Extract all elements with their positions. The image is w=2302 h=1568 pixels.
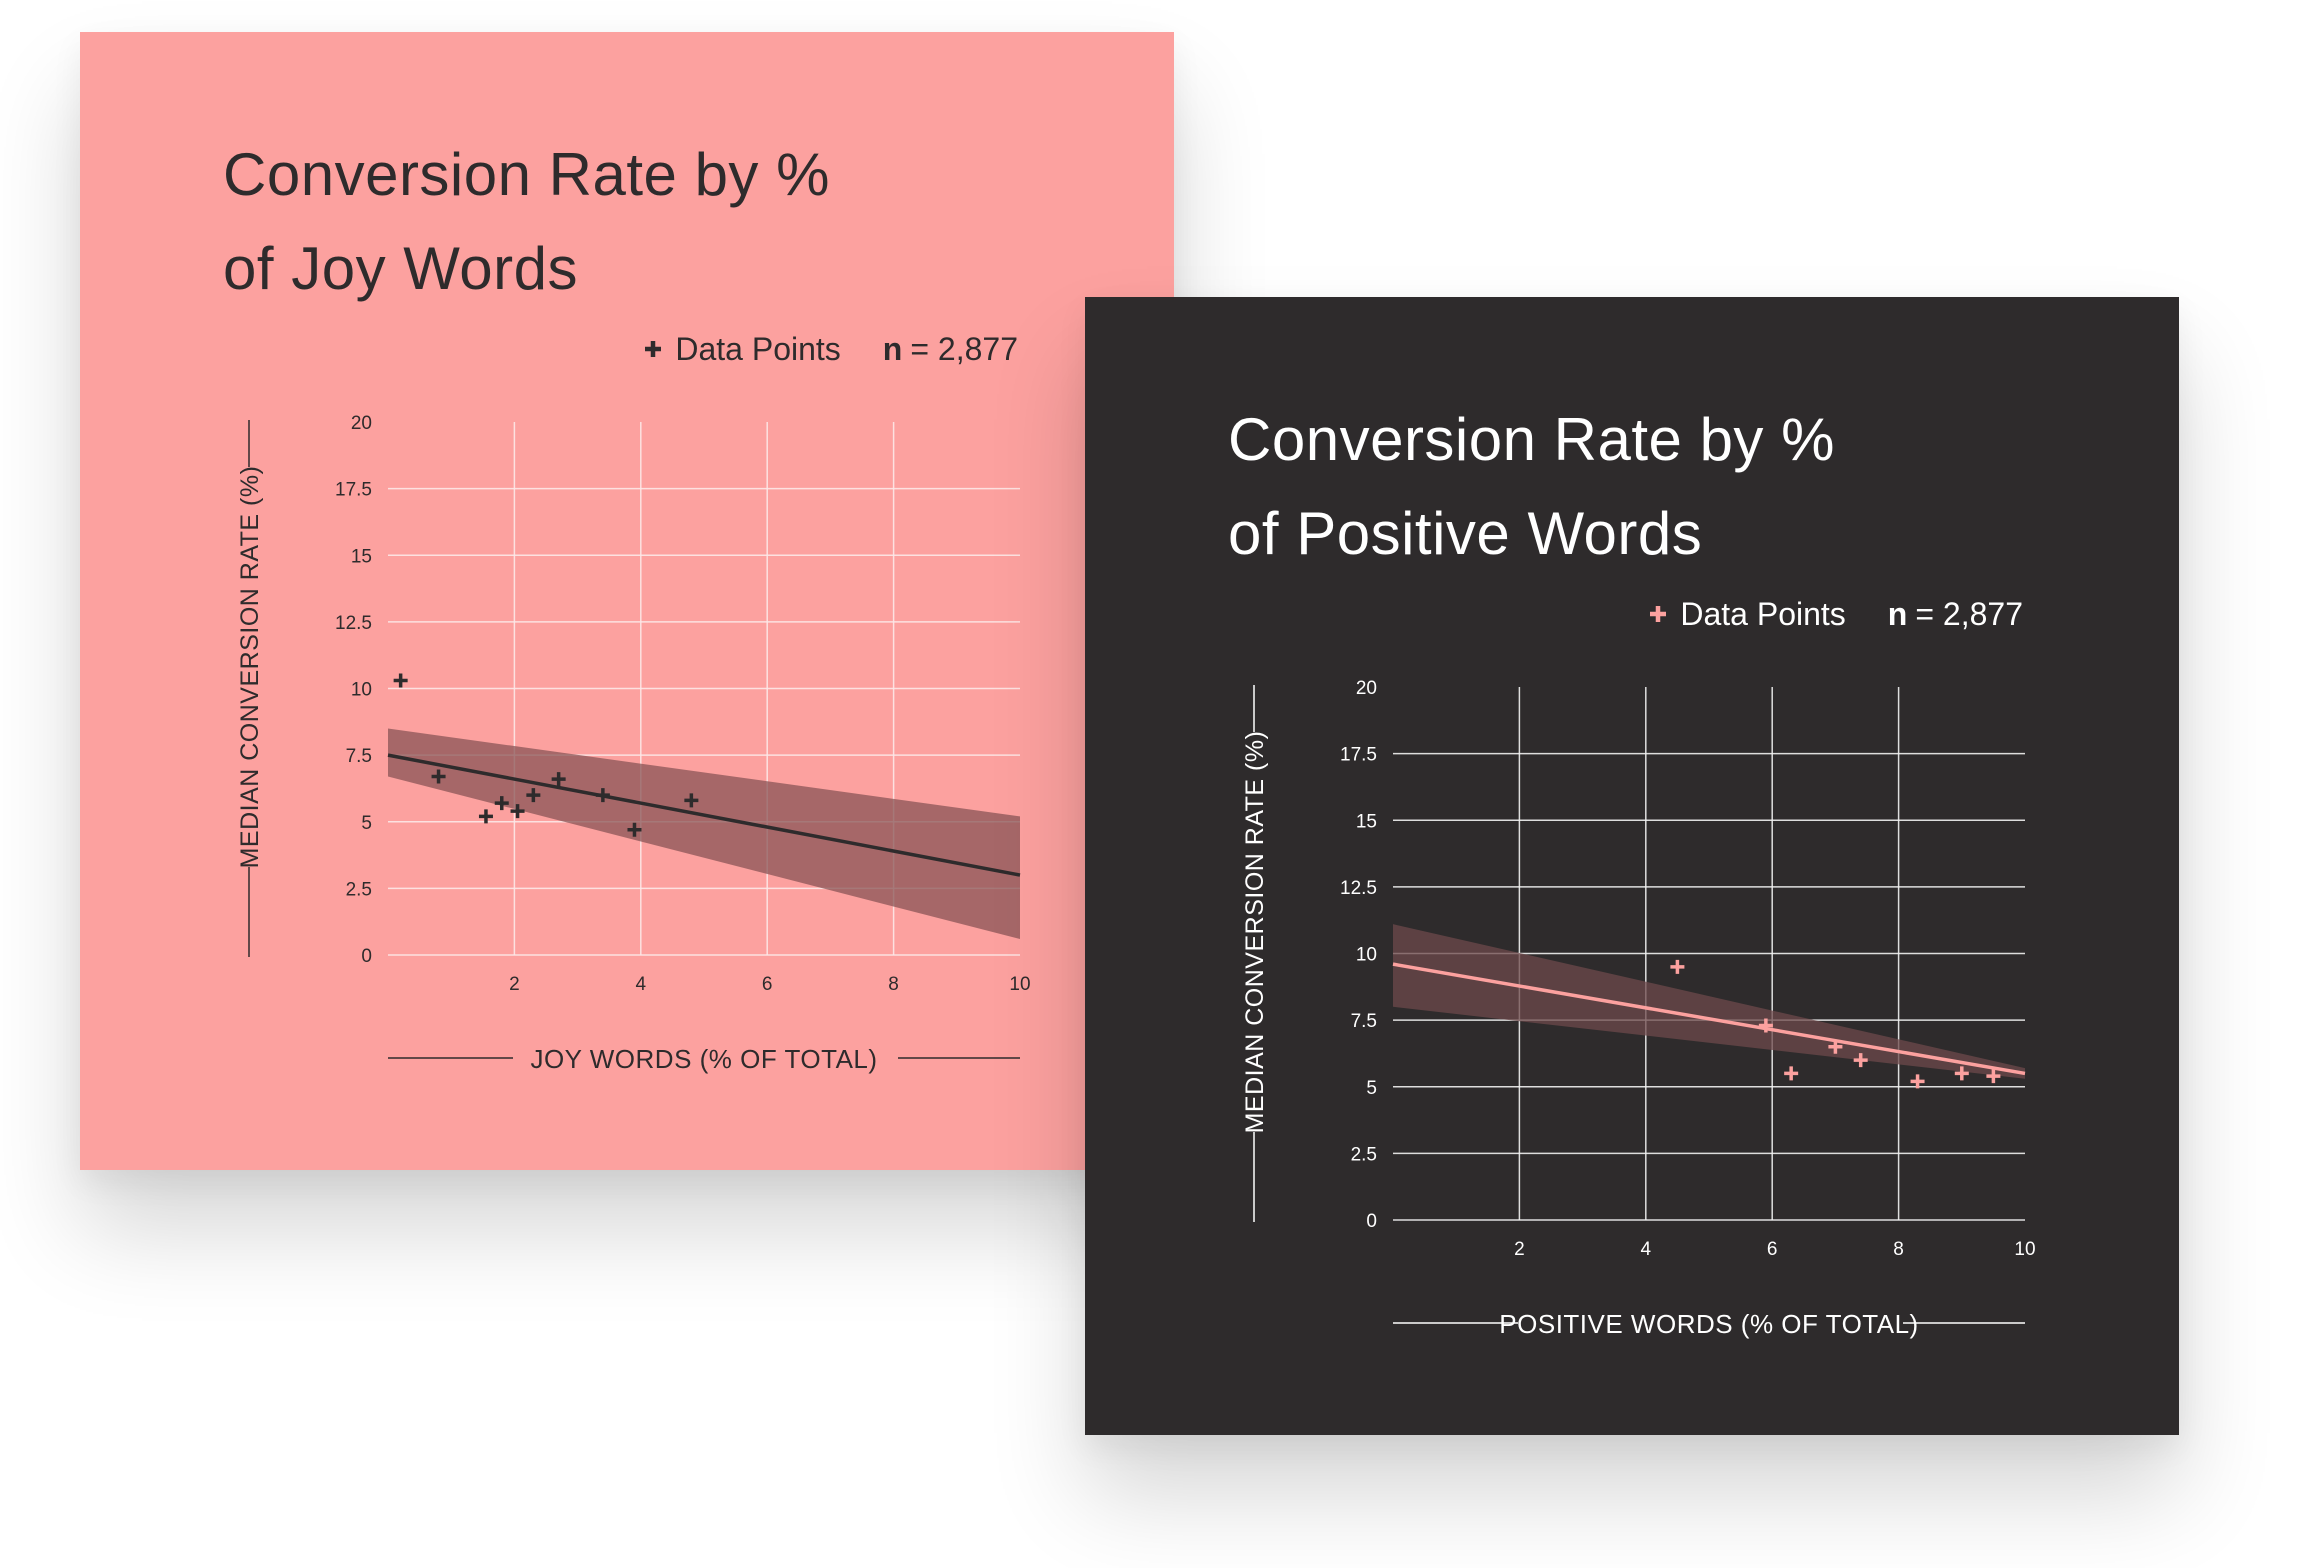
y-tick-label: 7.5 xyxy=(346,746,372,767)
plot-area: 0 2.5 5 7.5 10 12.5 15 17.5 20 2 4 6 8 10 MEDIAN CONVE… xyxy=(1241,678,2036,1339)
sample-size: n = 2,877 xyxy=(883,331,1018,368)
y-tick-label: 17.5 xyxy=(1340,745,1377,766)
x-tick-label: 4 xyxy=(1641,1239,1652,1260)
x-tick-label: 2 xyxy=(509,974,520,995)
legend-label: Data Points xyxy=(1680,595,1846,632)
data-point-marker xyxy=(1670,959,1685,974)
chart-title-line-1: Conversion Rate by % xyxy=(223,141,830,208)
plus-marker-icon xyxy=(645,341,662,357)
x-axis-title: JOY WORDS (% OF TOTAL) xyxy=(530,1044,877,1074)
chart-legend: Data Points n = 2,877 xyxy=(643,324,1018,374)
x-tick-label: 2 xyxy=(1514,1239,1525,1260)
plot-area: 0 2.5 5 7.5 10 12.5 15 17.5 20 2 4 6 8 10 MEDIAN CONVE… xyxy=(236,413,1031,1074)
y-tick-label: 0 xyxy=(361,946,372,967)
y-tick-label: 5 xyxy=(361,813,372,834)
data-point-marker xyxy=(1910,1074,1925,1089)
chart-title-line-2: of Joy Words xyxy=(223,235,579,302)
y-tick-label: 0 xyxy=(1366,1211,1377,1232)
data-point-marker xyxy=(526,788,541,803)
x-tick-label: 4 xyxy=(636,974,647,995)
plus-marker-icon xyxy=(1650,606,1667,622)
y-tick-label: 20 xyxy=(1356,678,1377,699)
x-axis-title: POSITIVE WORDS (% OF TOTAL) xyxy=(1499,1309,1918,1339)
data-point-marker xyxy=(510,804,525,819)
y-tick-label: 20 xyxy=(351,413,372,434)
joy-words-chart-svg: 0 2.5 5 7.5 10 12.5 15 17.5 20 2 4 6 8 10 MEDIAN CONVE… xyxy=(236,413,1031,1074)
data-point-marker xyxy=(1828,1039,1843,1054)
data-point-marker xyxy=(684,793,699,808)
y-tick-label: 2.5 xyxy=(346,879,372,900)
y-tick-label: 5 xyxy=(1366,1078,1377,1099)
data-point-marker xyxy=(1954,1066,1969,1081)
data-point-marker xyxy=(595,788,610,803)
y-tick-label: 17.5 xyxy=(335,480,372,501)
joy-words-chart-card: 0 2.5 5 7.5 10 12.5 15 17.5 20 2 4 6 8 10 MEDIAN CONVE… xyxy=(80,32,1174,1170)
sample-size-label: n xyxy=(882,330,903,367)
positive-words-chart-card: 0 2.5 5 7.5 10 12.5 15 17.5 20 2 4 6 8 10 MEDIAN CONVE… xyxy=(1085,297,2179,1435)
legend-label: Data Points xyxy=(675,330,841,367)
chart-title-line-2: of Positive Words xyxy=(1228,500,1703,567)
y-tick-label: 2.5 xyxy=(1351,1144,1377,1165)
data-point-marker xyxy=(393,673,408,688)
y-tick-label: 15 xyxy=(1356,811,1377,832)
data-point-marker xyxy=(1853,1053,1868,1068)
chart-title: Conversion Rate by % of Joy Words xyxy=(223,128,983,316)
data-point-marker xyxy=(431,769,446,784)
positive-words-chart-svg: 0 2.5 5 7.5 10 12.5 15 17.5 20 2 4 6 8 10 MEDIAN CONVE… xyxy=(1241,678,2036,1339)
confidence-band xyxy=(388,728,1020,940)
chart-legend: Data Points n = 2,877 xyxy=(1648,589,2023,639)
x-tick-label: 8 xyxy=(1893,1239,1904,1260)
trend-line xyxy=(387,753,1021,877)
chart-title-line-1: Conversion Rate by % xyxy=(1228,406,1835,473)
confidence-band xyxy=(1393,924,2025,1079)
legend-item-data-points: Data Points xyxy=(1648,595,1846,633)
sample-size-value: = 2,877 xyxy=(1915,595,2023,632)
y-tick-label: 10 xyxy=(1356,945,1377,966)
sample-size-value: = 2,877 xyxy=(910,330,1018,367)
legend-item-data-points: Data Points xyxy=(643,330,841,368)
x-tick-label: 6 xyxy=(1767,1239,1778,1260)
y-tick-label: 15 xyxy=(351,546,372,567)
x-tick-label: 6 xyxy=(762,974,773,995)
x-tick-label: 10 xyxy=(1009,974,1030,995)
sample-size-label: n xyxy=(1887,595,1908,632)
y-tick-label: 12.5 xyxy=(335,613,372,634)
x-tick-label: 10 xyxy=(2014,1239,2035,1260)
y-tick-label: 7.5 xyxy=(1351,1011,1377,1032)
trend-line xyxy=(1392,962,2026,1076)
y-tick-label: 12.5 xyxy=(1340,878,1377,899)
chart-title: Conversion Rate by % of Positive Words xyxy=(1228,393,1988,581)
y-axis-title: MEDIAN CONVERSION RATE (%) xyxy=(1241,731,1269,1134)
x-tick-label: 8 xyxy=(888,974,899,995)
data-point-marker xyxy=(1758,1018,1773,1033)
data-point-marker xyxy=(551,772,566,787)
y-tick-label: 10 xyxy=(351,680,372,701)
y-axis-title: MEDIAN CONVERSION RATE (%) xyxy=(236,466,264,869)
data-point-marker xyxy=(1986,1069,2001,1084)
sample-size: n = 2,877 xyxy=(1888,596,2023,633)
data-point-marker xyxy=(627,822,642,837)
data-point-marker xyxy=(478,809,493,824)
data-point-marker xyxy=(1784,1066,1799,1081)
data-point-marker xyxy=(494,796,509,811)
